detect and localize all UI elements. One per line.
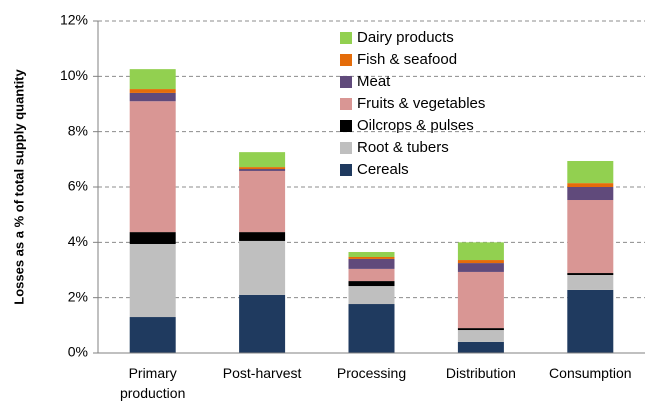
bar-segment bbox=[348, 258, 395, 269]
x-tick-label: Processing bbox=[336, 365, 407, 381]
bar-segment bbox=[129, 101, 176, 233]
bar-segment bbox=[129, 92, 176, 102]
bar-segment bbox=[239, 170, 286, 233]
legend-swatch bbox=[340, 54, 352, 66]
y-tick-label: 0% bbox=[68, 344, 88, 360]
bar-segment bbox=[457, 330, 504, 342]
bar-segment bbox=[567, 289, 614, 353]
x-tick-label: Consumption bbox=[549, 365, 632, 381]
bar-segment bbox=[567, 187, 614, 201]
legend-swatch bbox=[340, 32, 352, 44]
x-tick-label: Primary production bbox=[119, 365, 186, 401]
legend-label: Root & tubers bbox=[357, 139, 449, 156]
bar-segment bbox=[457, 271, 504, 329]
legend-label: Cereals bbox=[357, 161, 409, 178]
y-tick-label: 2% bbox=[68, 288, 88, 304]
bar-segment bbox=[457, 260, 504, 264]
legend-label: Fruits & vegetables bbox=[357, 95, 485, 112]
bar-segment bbox=[348, 286, 395, 305]
bar-segment bbox=[567, 274, 614, 290]
y-axis-label: Losses as a % of total supply quantity bbox=[11, 68, 26, 304]
bar-segment bbox=[129, 89, 176, 93]
y-tick-label: 4% bbox=[68, 233, 88, 249]
legend-swatch bbox=[340, 98, 352, 110]
bar-segment bbox=[567, 200, 614, 274]
bar-segment bbox=[239, 294, 286, 353]
bar-segment bbox=[567, 183, 614, 187]
legend-swatch bbox=[340, 164, 352, 176]
bar-segment bbox=[348, 304, 395, 353]
bar-segment bbox=[567, 160, 614, 184]
bar-segment bbox=[129, 232, 176, 244]
legend-label: Fish & seafood bbox=[357, 51, 457, 68]
bar-segment bbox=[239, 169, 286, 171]
x-tick-label: Distribution bbox=[445, 365, 516, 381]
legend-label: Meat bbox=[357, 73, 391, 90]
bar-segment bbox=[457, 242, 504, 261]
legend-swatch bbox=[340, 76, 352, 88]
y-tick-label: 10% bbox=[60, 67, 88, 83]
bar-segment bbox=[567, 273, 614, 275]
bar-segment bbox=[348, 268, 395, 282]
bar-segment bbox=[239, 167, 286, 170]
x-tick-label: Post-harvest bbox=[222, 365, 302, 381]
bar-segment bbox=[239, 232, 286, 241]
bar-segment bbox=[348, 281, 395, 287]
y-tick-label: 12% bbox=[60, 12, 88, 28]
bar-segment bbox=[129, 243, 176, 318]
bar-segment bbox=[348, 256, 395, 259]
legend-label: Oilcrops & pulses bbox=[357, 117, 474, 134]
bar-segment bbox=[239, 240, 286, 295]
bar-segment bbox=[457, 328, 504, 331]
y-tick-label: 8% bbox=[68, 122, 88, 138]
bar-segment bbox=[129, 317, 176, 353]
bar-segment bbox=[129, 69, 176, 90]
y-tick-label: 6% bbox=[68, 178, 88, 194]
legend-swatch bbox=[340, 120, 352, 132]
bar-segment bbox=[348, 252, 395, 257]
legend-label: Dairy products bbox=[357, 29, 454, 46]
bar-segment bbox=[457, 341, 504, 353]
bar-segment bbox=[457, 263, 504, 272]
bar-segment bbox=[239, 152, 286, 168]
legend-swatch bbox=[340, 142, 352, 154]
